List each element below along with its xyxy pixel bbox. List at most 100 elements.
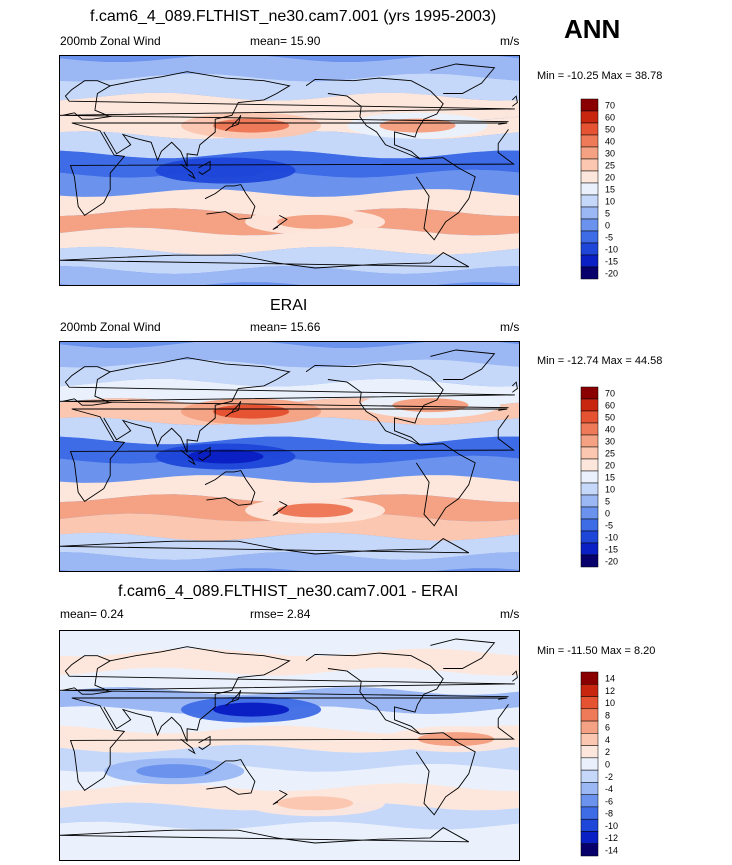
data-band [59, 821, 520, 849]
colorbar-tick-label: 15 [605, 473, 615, 483]
colorbar-box [580, 794, 599, 808]
data-feature-core [213, 118, 290, 133]
panel-1-mean: mean= 15.90 [250, 34, 321, 48]
colorbar-tick-label: 8 [605, 710, 610, 720]
panel-3-map [59, 630, 520, 861]
colorbar-tick-label: 14 [605, 674, 615, 684]
coastline [180, 163, 196, 180]
coastline [69, 697, 515, 792]
colorbar-tick-label: -8 [605, 809, 613, 819]
colorbar-box [580, 506, 599, 520]
colorbar-box [580, 254, 599, 268]
colorbar-box [580, 757, 599, 771]
colorbar-tick-label: 50 [605, 125, 615, 135]
coastline [59, 538, 470, 555]
panel-2-title: ERAI [270, 297, 308, 314]
colorbar-box [580, 206, 599, 220]
panel-3-title: f.cam6_4_089.FLTHIST_ne30.cam7.001 - ERA… [118, 583, 459, 600]
colorbar-box [580, 422, 599, 436]
colorbar-box [580, 266, 599, 280]
coastline [415, 443, 476, 527]
colorbar-tick-label: 30 [605, 149, 615, 159]
coastline [59, 80, 515, 123]
colorbar-tick-label: 0 [605, 760, 610, 770]
colorbar-tick-label: -15 [605, 545, 618, 555]
colorbar-box [580, 843, 599, 857]
colorbar-tick-label: -20 [605, 557, 618, 567]
coastline [272, 789, 288, 805]
coastline [198, 735, 211, 750]
colorbar-tick-label: 20 [605, 461, 615, 471]
colorbar-box [580, 782, 599, 795]
colorbar-box [580, 482, 599, 496]
colorbar-box [580, 494, 599, 508]
colorbar-tick-label: 5 [605, 497, 610, 507]
colorbar-box [580, 98, 599, 112]
coastline [305, 363, 444, 446]
coastline [180, 738, 196, 755]
panel-2-left-label: 200mb Zonal Wind [60, 320, 161, 334]
coastline [59, 827, 470, 844]
coastline [59, 366, 515, 409]
panel-1-units: m/s [500, 34, 520, 48]
data-band [59, 265, 520, 286]
colorbar-box [580, 554, 599, 568]
data-band [59, 475, 520, 503]
colorbar-tick-label: 0 [605, 221, 610, 231]
colorbar-box [580, 242, 599, 256]
data-band [59, 630, 520, 657]
data-band [59, 227, 520, 255]
colorbar-tick-label: 70 [605, 101, 615, 111]
colorbar-box [580, 410, 599, 424]
data-feature-core [379, 118, 456, 133]
data-band [59, 513, 520, 541]
coastline [272, 214, 288, 230]
panel-3-rmse: rmse= 2.84 [250, 607, 311, 621]
colorbar-tick-label: -10 [605, 533, 618, 543]
colorbar-box [580, 708, 599, 722]
colorbar-box [580, 769, 599, 783]
panel-1-minmax: Min = -10.25 Max = 38.78 [537, 70, 663, 82]
coastline [103, 646, 291, 742]
panel-2-map [59, 341, 520, 572]
colorbar-tick-label: -10 [605, 821, 618, 831]
data-feature-core [136, 764, 213, 779]
colorbar-tick-label: 30 [605, 437, 615, 447]
coastline [415, 732, 476, 816]
data-feature-core [213, 404, 290, 419]
data-band [59, 131, 520, 159]
colorbar-box [580, 720, 599, 734]
coastline [511, 381, 518, 393]
colorbar-box [580, 434, 599, 448]
coastline [204, 184, 256, 220]
colorbar-tick-label: 10 [605, 698, 615, 708]
coastline [225, 115, 242, 132]
colorbar-box [580, 530, 599, 544]
data-feature-core [392, 398, 469, 413]
panel-1-title: f.cam6_4_089.FLTHIST_ne30.cam7.001 (yrs … [90, 8, 497, 25]
data-feature-core [277, 796, 354, 811]
colorbar-box [580, 446, 599, 460]
coastline [204, 470, 256, 506]
panel-3-minmax: Min = -11.50 Max = 8.20 [537, 645, 656, 657]
coastline [430, 63, 496, 94]
colorbar-box [580, 386, 599, 400]
season-label: ANN [564, 14, 621, 44]
coastline [180, 449, 196, 466]
colorbar-tick-label: -5 [605, 521, 613, 531]
colorbar-tick-label: 4 [605, 735, 610, 745]
colorbar-tick-label: 6 [605, 723, 610, 733]
coastline [430, 349, 496, 380]
colorbar-tick-label: 40 [605, 137, 615, 147]
data-band [59, 189, 520, 217]
colorbar-tick-label: -6 [605, 796, 613, 806]
coastline [69, 408, 515, 503]
panel-2-mean: mean= 15.66 [250, 320, 321, 334]
colorbar-tick-label: -5 [605, 233, 613, 243]
colorbar-tick-label: 60 [605, 113, 615, 123]
colorbar-box [580, 518, 599, 532]
coastline [198, 160, 211, 175]
colorbar-tick-label: -4 [605, 784, 613, 794]
data-band [59, 667, 520, 695]
